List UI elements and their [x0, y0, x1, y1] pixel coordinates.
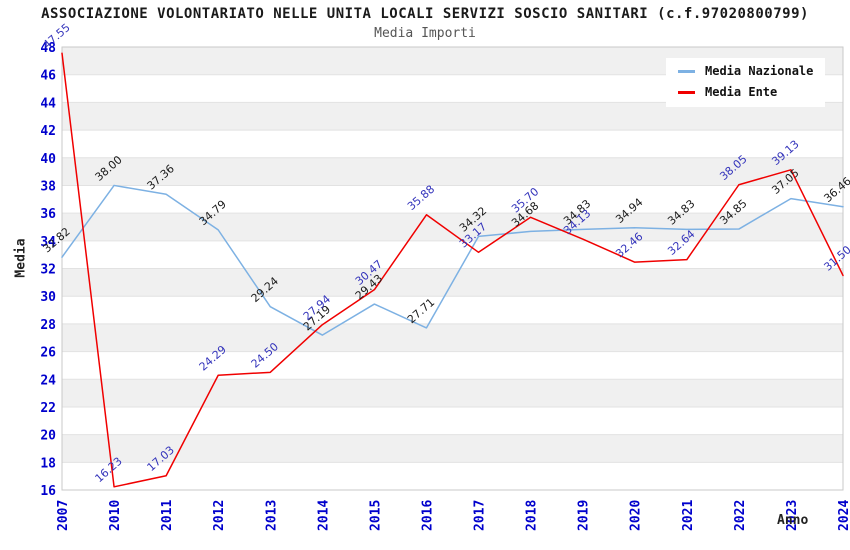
svg-text:2012: 2012	[212, 500, 227, 531]
x-axis-ticks: 2007 2010 2011 2012 2013 2014 2015 2016 2017 2018…	[56, 500, 850, 531]
x-axis-title: Anno	[777, 513, 809, 528]
svg-text:20: 20	[40, 429, 56, 444]
svg-text:2013: 2013	[264, 500, 279, 531]
svg-text:2021: 2021	[681, 500, 696, 531]
svg-text:36: 36	[40, 207, 56, 222]
svg-text:2015: 2015	[368, 500, 383, 531]
svg-text:34: 34	[40, 235, 56, 250]
y-axis-title: Media	[13, 238, 29, 278]
svg-text:2017: 2017	[473, 500, 488, 531]
svg-text:24: 24	[40, 373, 56, 388]
svg-text:2016: 2016	[420, 500, 435, 531]
legend-item-media-ente: Media Ente	[678, 85, 813, 99]
svg-text:26: 26	[40, 346, 56, 361]
series-line-media-nazionale	[61, 184, 844, 336]
svg-text:2020: 2020	[629, 500, 644, 531]
svg-text:42: 42	[40, 124, 56, 139]
y-axis-ticks: 16 18 20 22 24 26 28 30 32 34 36 38 40 42 44 46 48	[40, 41, 56, 499]
legend-label-nazionale: Media Nazionale	[705, 64, 814, 78]
svg-text:2018: 2018	[525, 500, 540, 531]
legend-item-media-nazionale: Media Nazionale	[678, 64, 813, 78]
svg-text:30: 30	[40, 290, 56, 305]
svg-text:32: 32	[40, 263, 56, 278]
legend-label-ente: Media Ente	[705, 85, 778, 99]
svg-text:16: 16	[40, 484, 56, 499]
svg-text:38: 38	[40, 179, 56, 194]
svg-text:22: 22	[40, 401, 56, 416]
svg-text:2024: 2024	[837, 500, 850, 531]
svg-text:2022: 2022	[733, 500, 748, 531]
svg-text:28: 28	[40, 318, 56, 333]
chart-title: ASSOCIAZIONE VOLONTARIATO NELLE UNITA LO…	[41, 6, 809, 22]
plot-bands	[62, 47, 843, 490]
plot-border	[61, 46, 844, 491]
legend: Media Nazionale Media Ente	[666, 58, 826, 107]
svg-text:2019: 2019	[577, 500, 592, 531]
chart-subtitle: Media Importi	[374, 26, 476, 41]
svg-text:40: 40	[40, 152, 56, 167]
legend-line-swatch-nazionale	[678, 69, 695, 73]
svg-text:18: 18	[40, 456, 56, 471]
series-line-media-ente	[61, 52, 844, 488]
svg-text:2023: 2023	[785, 500, 800, 531]
svg-text:2007: 2007	[56, 500, 71, 531]
svg-text:48: 48	[40, 41, 56, 56]
legend-line-swatch-ente	[678, 90, 695, 94]
svg-text:46: 46	[40, 69, 56, 84]
svg-text:2011: 2011	[160, 500, 175, 531]
svg-text:44: 44	[40, 96, 56, 111]
svg-text:2010: 2010	[108, 500, 123, 531]
svg-text:2014: 2014	[316, 500, 331, 531]
